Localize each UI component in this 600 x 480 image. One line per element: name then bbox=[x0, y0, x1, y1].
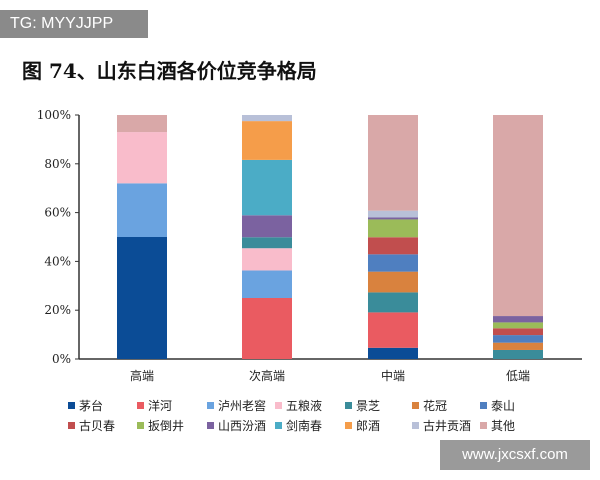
bar-segment-景芝 bbox=[368, 292, 418, 313]
legend-swatch bbox=[68, 422, 75, 429]
bar-segment-茅台 bbox=[368, 347, 418, 359]
legend-item: 五粮液 bbox=[275, 397, 322, 414]
legend-item: 扳倒井 bbox=[137, 417, 184, 434]
bar-segment-山西汾酒 bbox=[368, 217, 418, 220]
bar-segment-山西汾酒 bbox=[242, 215, 292, 238]
bar-segment-五粮液 bbox=[117, 132, 167, 184]
legend-swatch bbox=[480, 402, 487, 409]
bar-segment-景芝 bbox=[493, 349, 543, 359]
legend-item: 茅台 bbox=[68, 397, 103, 414]
legend-swatch bbox=[412, 402, 419, 409]
bar-segment-景芝 bbox=[242, 237, 292, 249]
bar-segment-古井贡酒 bbox=[368, 210, 418, 218]
legend-swatch bbox=[137, 422, 144, 429]
legend-item: 泰山 bbox=[480, 397, 515, 414]
bar-segment-泰山 bbox=[368, 254, 418, 272]
legend-label: 古贝春 bbox=[79, 419, 116, 433]
bar-segment-花冠 bbox=[368, 271, 418, 293]
bar-segment-花冠 bbox=[493, 342, 543, 350]
legend-label: 五粮液 bbox=[286, 399, 323, 413]
bar-segment-茅台 bbox=[117, 237, 167, 359]
legend-swatch bbox=[275, 422, 282, 429]
legend-label: 泸州老窖 bbox=[218, 399, 267, 413]
legend-label: 古井贡酒 bbox=[423, 419, 472, 433]
legend-label: 郎酒 bbox=[356, 419, 381, 433]
legend-item: 景芝 bbox=[345, 397, 380, 414]
legend-item: 山西汾酒 bbox=[207, 417, 266, 434]
bar-segment-其他 bbox=[368, 115, 418, 211]
bar-segment-古井贡酒 bbox=[242, 115, 292, 122]
legend-label: 花冠 bbox=[423, 399, 448, 413]
chart-title: 图 74、山东白酒各价位竞争格局 bbox=[22, 59, 317, 83]
legend-swatch bbox=[68, 402, 75, 409]
y-tick-label: 40% bbox=[44, 254, 71, 268]
bar-segment-扳倒井 bbox=[493, 322, 543, 329]
legend-item: 花冠 bbox=[412, 397, 447, 414]
legend-swatch bbox=[412, 422, 419, 429]
legend-item: 郎酒 bbox=[345, 417, 380, 434]
bar-segment-古贝春 bbox=[368, 237, 418, 255]
bar-segment-剑南春 bbox=[242, 159, 292, 216]
legend-item: 其他 bbox=[480, 417, 515, 434]
legend-label: 洋河 bbox=[148, 399, 173, 413]
legend-label: 泰山 bbox=[491, 399, 516, 413]
legend-swatch bbox=[207, 402, 214, 409]
legend-item: 古贝春 bbox=[68, 417, 115, 434]
legend-swatch bbox=[345, 402, 352, 409]
legend-item: 古井贡酒 bbox=[412, 417, 471, 434]
top-watermark: TG: MYYJJPP bbox=[0, 10, 148, 38]
bottom-watermark: www.jxcsxf.com bbox=[440, 440, 590, 470]
legend-swatch bbox=[345, 422, 352, 429]
bar-segment-其他 bbox=[493, 115, 543, 317]
legend-label: 茅台 bbox=[79, 399, 104, 413]
bar-segment-泸州老窖 bbox=[117, 183, 167, 237]
bar-segment-泸州老窖 bbox=[242, 270, 292, 298]
bar-segment-洋河 bbox=[368, 312, 418, 348]
y-tick-label: 80% bbox=[44, 157, 71, 171]
legend-swatch bbox=[137, 402, 144, 409]
legend-label: 剑南春 bbox=[286, 419, 323, 433]
legend-swatch bbox=[480, 422, 487, 429]
legend-label: 景芝 bbox=[356, 399, 381, 413]
bar-segment-古贝春 bbox=[493, 328, 543, 336]
y-tick-label: 0% bbox=[52, 352, 71, 366]
x-tick-label: 次高端 bbox=[249, 368, 285, 383]
bar-segment-扳倒井 bbox=[368, 219, 418, 238]
bar-segment-其他 bbox=[117, 115, 167, 133]
y-tick-label: 60% bbox=[44, 206, 71, 220]
y-tick-label: 100% bbox=[37, 108, 71, 122]
x-tick-label: 高端 bbox=[130, 368, 154, 383]
legend-label: 扳倒井 bbox=[148, 419, 185, 433]
legend-swatch bbox=[207, 422, 214, 429]
legend-item: 剑南春 bbox=[275, 417, 322, 434]
bar-segment-洋河 bbox=[242, 298, 292, 359]
bar-segment-山西汾酒 bbox=[493, 316, 543, 323]
legend-label: 其他 bbox=[491, 419, 516, 433]
legend-label: 山西汾酒 bbox=[218, 419, 267, 433]
x-tick-label: 中端 bbox=[381, 368, 405, 383]
y-tick-label: 20% bbox=[44, 303, 71, 317]
bar-segment-泰山 bbox=[493, 335, 543, 343]
x-tick-label: 低端 bbox=[506, 369, 530, 383]
legend-item: 泸州老窖 bbox=[207, 397, 266, 414]
bar-segment-郎酒 bbox=[242, 121, 292, 160]
bar-segment-五粮液 bbox=[242, 248, 292, 271]
legend-swatch bbox=[275, 402, 282, 409]
legend-item: 洋河 bbox=[137, 397, 172, 414]
